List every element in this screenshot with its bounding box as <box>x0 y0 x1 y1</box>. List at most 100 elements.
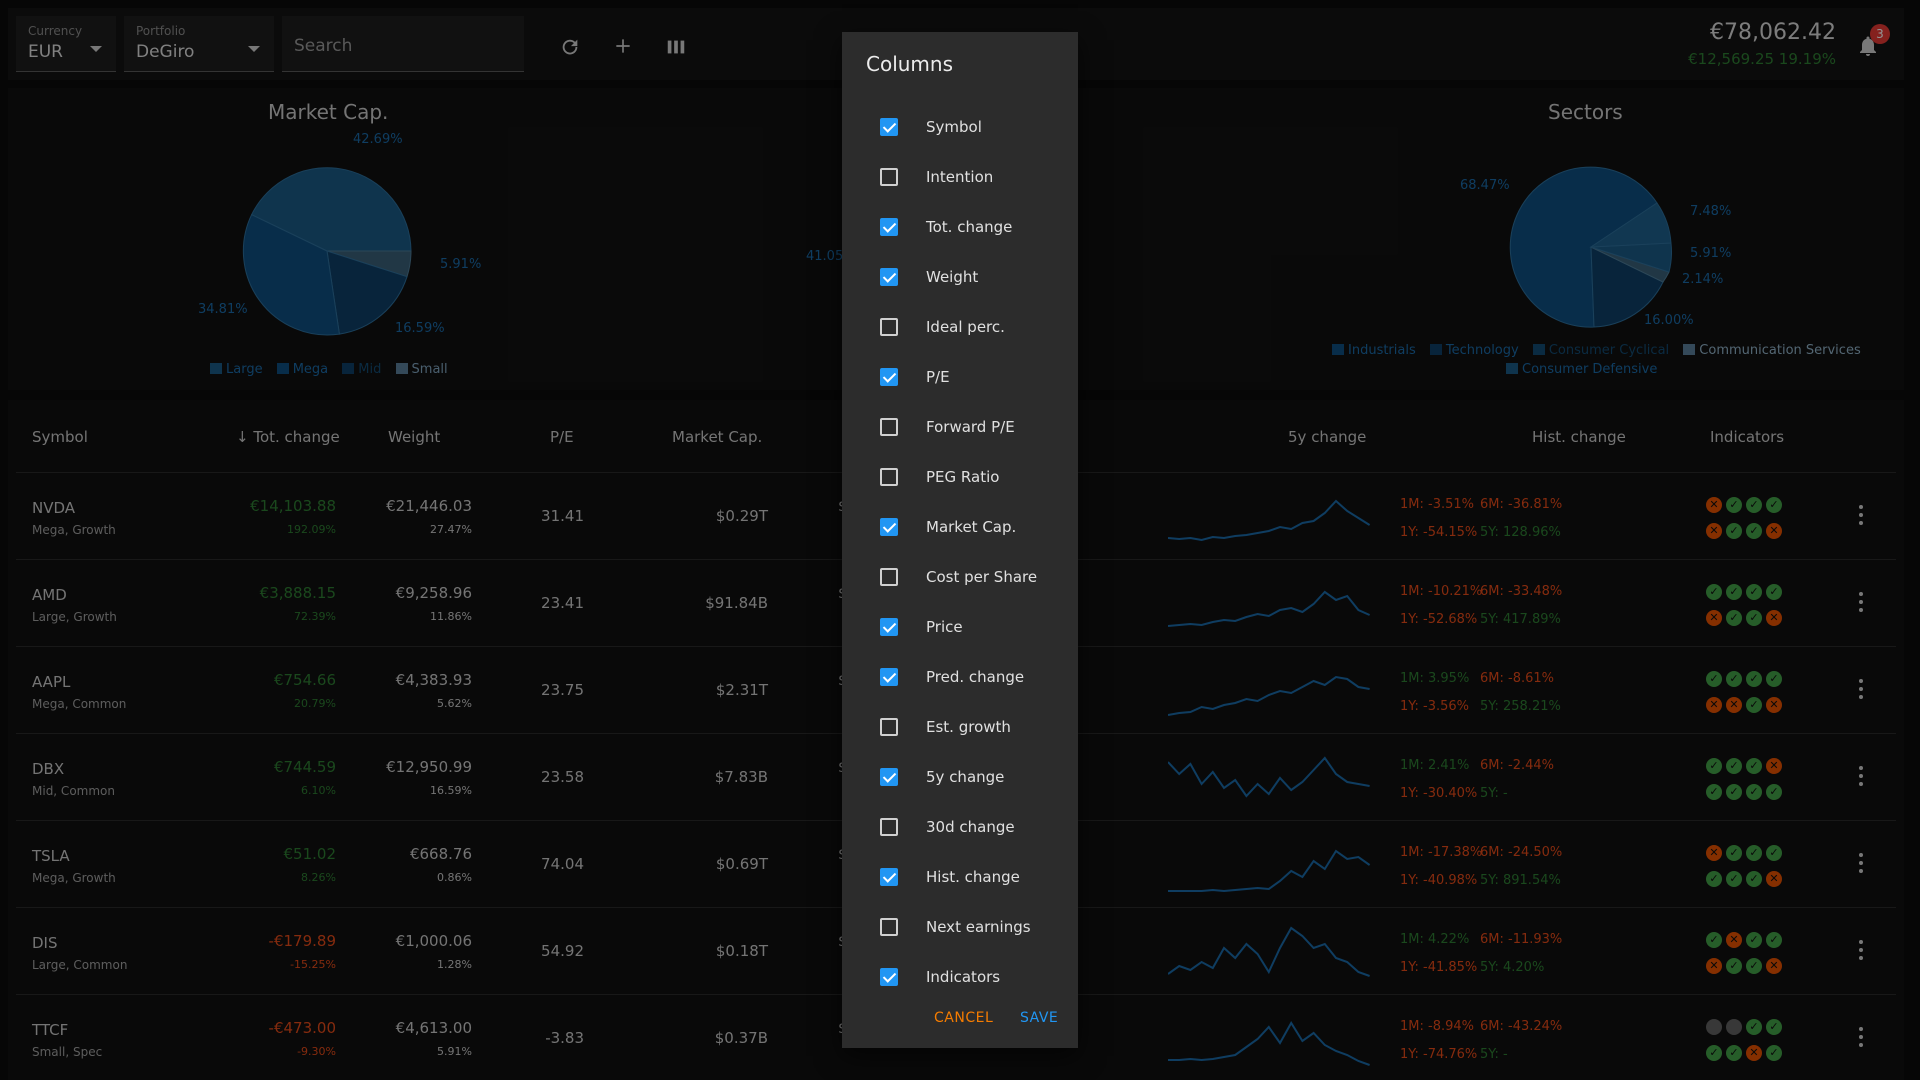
header-pe[interactable]: P/E <box>550 428 574 446</box>
column-option[interactable]: Price <box>880 612 1060 642</box>
indicator-check-icon[interactable]: ✓ <box>1726 871 1742 887</box>
indicator-check-icon[interactable]: ✓ <box>1766 1045 1782 1061</box>
column-option[interactable]: Intention <box>880 162 1060 192</box>
indicator-check-icon[interactable]: ✓ <box>1726 958 1742 974</box>
checkbox[interactable] <box>880 968 898 986</box>
indicator-check-icon[interactable]: ✓ <box>1706 784 1722 800</box>
indicator-check-icon[interactable]: ✓ <box>1706 671 1722 687</box>
symbol[interactable]: DBX <box>32 760 65 778</box>
5y-change-sparkline[interactable] <box>1168 483 1378 553</box>
header-tot-change[interactable]: ↓ Tot. change <box>236 428 340 446</box>
5y-change-sparkline[interactable] <box>1168 744 1378 814</box>
more-vert-icon[interactable] <box>1858 766 1864 788</box>
indicator-cross-icon[interactable]: ✕ <box>1706 497 1722 513</box>
symbol[interactable]: AMD <box>32 586 67 604</box>
checkbox[interactable] <box>880 468 898 486</box>
indicator-cross-icon[interactable]: ✕ <box>1766 523 1782 539</box>
checkbox[interactable] <box>880 718 898 736</box>
checkbox[interactable] <box>880 768 898 786</box>
more-vert-icon[interactable] <box>1858 940 1864 962</box>
symbol[interactable]: AAPL <box>32 673 71 691</box>
checkbox[interactable] <box>880 918 898 936</box>
checkbox[interactable] <box>880 318 898 336</box>
indicator-check-icon[interactable]: ✓ <box>1766 932 1782 948</box>
indicator-cross-icon[interactable]: ✕ <box>1766 758 1782 774</box>
indicator-check-icon[interactable]: ✓ <box>1706 1045 1722 1061</box>
legend-item[interactable]: Industrials <box>1348 343 1416 358</box>
indicator-check-icon[interactable]: ✓ <box>1746 932 1762 948</box>
indicator-check-icon[interactable]: ✓ <box>1746 523 1762 539</box>
bell-icon[interactable] <box>1856 32 1884 64</box>
indicator-check-icon[interactable]: ✓ <box>1726 497 1742 513</box>
indicator-cross-icon[interactable]: ✕ <box>1706 697 1722 713</box>
indicator-check-icon[interactable]: ✓ <box>1746 784 1762 800</box>
more-vert-icon[interactable] <box>1858 853 1864 875</box>
table-row[interactable]: AAPL Mega, Common €754.66 20.79% €4,383.93 5.… <box>16 646 1896 733</box>
indicator-cross-icon[interactable]: ✕ <box>1766 697 1782 713</box>
legend-item[interactable]: Consumer Cyclical <box>1548 343 1670 358</box>
column-option[interactable]: Pred. change <box>880 662 1060 692</box>
header-symbol[interactable]: Symbol <box>32 428 88 446</box>
checkbox[interactable] <box>880 368 898 386</box>
5y-change-sparkline[interactable] <box>1168 831 1378 901</box>
checkbox[interactable] <box>880 618 898 636</box>
more-vert-icon[interactable] <box>1858 505 1864 527</box>
indicator-check-icon[interactable]: ✓ <box>1726 610 1742 626</box>
indicator-check-icon[interactable]: ✓ <box>1746 958 1762 974</box>
column-option[interactable]: Est. growth <box>880 712 1060 742</box>
indicator-check-icon[interactable]: ✓ <box>1746 1019 1762 1035</box>
header-5y-change[interactable]: 5y change <box>1288 428 1367 446</box>
legend-item[interactable]: Large <box>226 362 263 377</box>
legend-item[interactable]: Consumer Defensive <box>1522 362 1658 377</box>
indicator-check-icon[interactable]: ✓ <box>1706 932 1722 948</box>
header-market-cap[interactable]: Market Cap. <box>672 428 763 446</box>
legend-item[interactable]: Communication Services <box>1699 343 1861 358</box>
column-option[interactable]: Tot. change <box>880 212 1060 242</box>
checkbox[interactable] <box>880 218 898 236</box>
5y-change-sparkline[interactable] <box>1168 918 1378 988</box>
add-icon[interactable] <box>611 36 635 60</box>
indicator-check-icon[interactable]: ✓ <box>1726 1045 1742 1061</box>
indicator-check-icon[interactable]: ✓ <box>1766 671 1782 687</box>
5y-change-sparkline[interactable] <box>1168 570 1378 640</box>
indicator-check-icon[interactable]: ✓ <box>1746 610 1762 626</box>
checkbox[interactable] <box>880 568 898 586</box>
indicator-check-icon[interactable]: ✓ <box>1726 758 1742 774</box>
legend-item[interactable]: Small <box>411 362 448 377</box>
column-option[interactable]: Forward P/E <box>880 412 1060 442</box>
indicator-check-icon[interactable]: ✓ <box>1706 871 1722 887</box>
indicator-check-icon[interactable]: ✓ <box>1706 758 1722 774</box>
column-option[interactable]: Hist. change <box>880 862 1060 892</box>
more-vert-icon[interactable] <box>1858 679 1864 701</box>
checkbox[interactable] <box>880 668 898 686</box>
indicator-check-icon[interactable]: ✓ <box>1746 697 1762 713</box>
column-option[interactable]: PEG Ratio <box>880 462 1060 492</box>
indicator-check-icon[interactable]: ✓ <box>1766 845 1782 861</box>
table-row[interactable]: NVDA Mega, Growth €14,103.88 192.09% €21,446… <box>16 472 1896 559</box>
columns-icon[interactable] <box>664 36 688 60</box>
currency-select[interactable]: Currency EUR <box>16 16 116 72</box>
indicator-check-icon[interactable]: ✓ <box>1766 784 1782 800</box>
column-option[interactable]: Cost per Share <box>880 562 1060 592</box>
more-vert-icon[interactable] <box>1858 592 1864 614</box>
symbol[interactable]: NVDA <box>32 499 76 517</box>
indicator-cross-icon[interactable]: ✕ <box>1746 1045 1762 1061</box>
checkbox[interactable] <box>880 818 898 836</box>
indicator-check-icon[interactable]: ✓ <box>1726 845 1742 861</box>
indicator-cross-icon[interactable]: ✕ <box>1766 958 1782 974</box>
header-weight[interactable]: Weight <box>388 428 441 446</box>
checkbox[interactable] <box>880 118 898 136</box>
refresh-icon[interactable] <box>558 36 582 60</box>
column-option[interactable]: 5y change <box>880 762 1060 792</box>
save-button[interactable]: SAVE <box>1020 1010 1059 1026</box>
indicator-check-icon[interactable]: ✓ <box>1726 584 1742 600</box>
checkbox[interactable] <box>880 268 898 286</box>
column-option[interactable]: 30d change <box>880 812 1060 842</box>
cancel-button[interactable]: CANCEL <box>934 1010 994 1026</box>
legend-item[interactable]: Mega <box>292 362 329 377</box>
indicator-cross-icon[interactable]: ✕ <box>1706 845 1722 861</box>
indicator-check-icon[interactable]: ✓ <box>1766 584 1782 600</box>
checkbox[interactable] <box>880 168 898 186</box>
indicator-cross-icon[interactable]: ✕ <box>1706 523 1722 539</box>
indicator-check-icon[interactable]: ✓ <box>1746 845 1762 861</box>
